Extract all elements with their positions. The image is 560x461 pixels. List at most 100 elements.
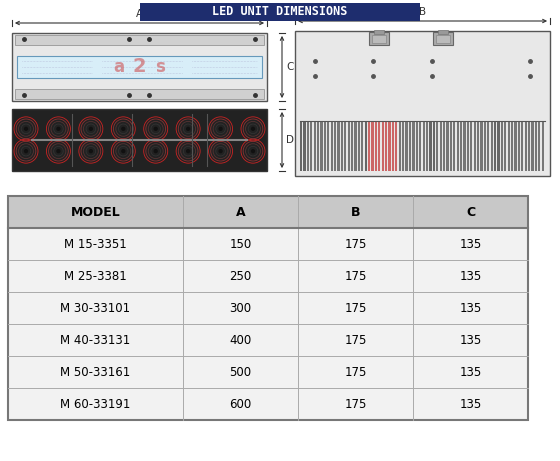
Bar [324,121,326,171]
Text: B: B [351,206,360,219]
Bar [422,121,424,171]
Bar [15,89,264,99]
Text: 135: 135 [459,301,482,314]
Text: A: A [136,9,143,19]
Circle shape [88,149,93,154]
Circle shape [251,149,255,154]
Bar [525,121,527,171]
Circle shape [24,149,28,154]
Bar [372,35,386,43]
Bar [371,121,374,171]
Bar [538,121,540,171]
Bar [8,196,528,420]
Bar [395,121,398,171]
Circle shape [153,149,158,154]
Bar [12,33,267,101]
Bar [330,121,333,171]
Bar [140,3,420,21]
Bar [8,196,528,228]
Circle shape [56,127,60,131]
Bar [8,292,528,324]
Bar [389,121,391,171]
Bar [531,121,534,171]
Bar [426,121,428,171]
Bar [338,121,340,171]
Bar [348,121,350,171]
Bar [310,121,312,171]
Text: M 50-33161: M 50-33161 [60,366,130,378]
Text: a: a [114,58,125,76]
Bar [8,228,528,260]
Bar [369,32,389,45]
Circle shape [121,127,125,131]
Circle shape [186,127,190,131]
Bar [405,121,408,171]
Bar [494,121,496,171]
Text: 250: 250 [230,270,251,283]
Circle shape [186,149,190,154]
Bar [419,121,421,171]
Bar [327,121,329,171]
Text: A: A [236,206,245,219]
Bar [341,121,343,171]
Text: 175: 175 [344,270,367,283]
Bar [361,121,363,171]
Circle shape [218,149,223,154]
Bar [12,109,267,171]
Circle shape [88,127,93,131]
Text: s: s [155,58,165,76]
Bar [474,121,476,171]
Text: B: B [419,7,426,17]
Bar [511,121,513,171]
Bar [484,121,486,171]
Bar [8,260,528,292]
Bar [436,121,438,171]
Bar [374,30,384,34]
Bar [436,35,450,43]
Bar [8,356,528,388]
Bar [15,35,264,45]
Bar [430,121,432,171]
Bar [443,121,445,171]
Bar [399,121,401,171]
Circle shape [153,127,158,131]
Bar [456,121,459,171]
Bar [501,121,503,171]
Circle shape [56,149,60,154]
Bar [463,121,465,171]
Bar [542,121,544,171]
Text: 2: 2 [133,58,146,77]
Bar [433,32,453,45]
Bar [385,121,388,171]
Bar [535,121,537,171]
Bar [528,121,530,171]
Bar [409,121,411,171]
Text: 600: 600 [230,397,251,410]
Bar [295,31,550,176]
Text: 135: 135 [459,397,482,410]
Bar [368,121,370,171]
Text: C: C [466,206,475,219]
Bar [480,121,483,171]
Text: M 15-3351: M 15-3351 [64,237,127,250]
Text: C: C [286,62,293,72]
Text: 175: 175 [344,397,367,410]
Bar [466,121,469,171]
Bar [507,121,510,171]
Bar [307,121,309,171]
Bar [382,121,384,171]
Bar [300,121,302,171]
Circle shape [218,127,223,131]
Text: 300: 300 [230,301,251,314]
Bar [453,121,455,171]
Text: MODEL: MODEL [71,206,120,219]
Text: 400: 400 [230,333,251,347]
Text: 135: 135 [459,237,482,250]
Bar [446,121,449,171]
Bar [487,121,489,171]
Bar [358,121,360,171]
Bar [375,121,377,171]
Bar [354,121,357,171]
Bar [320,121,323,171]
Circle shape [121,149,125,154]
